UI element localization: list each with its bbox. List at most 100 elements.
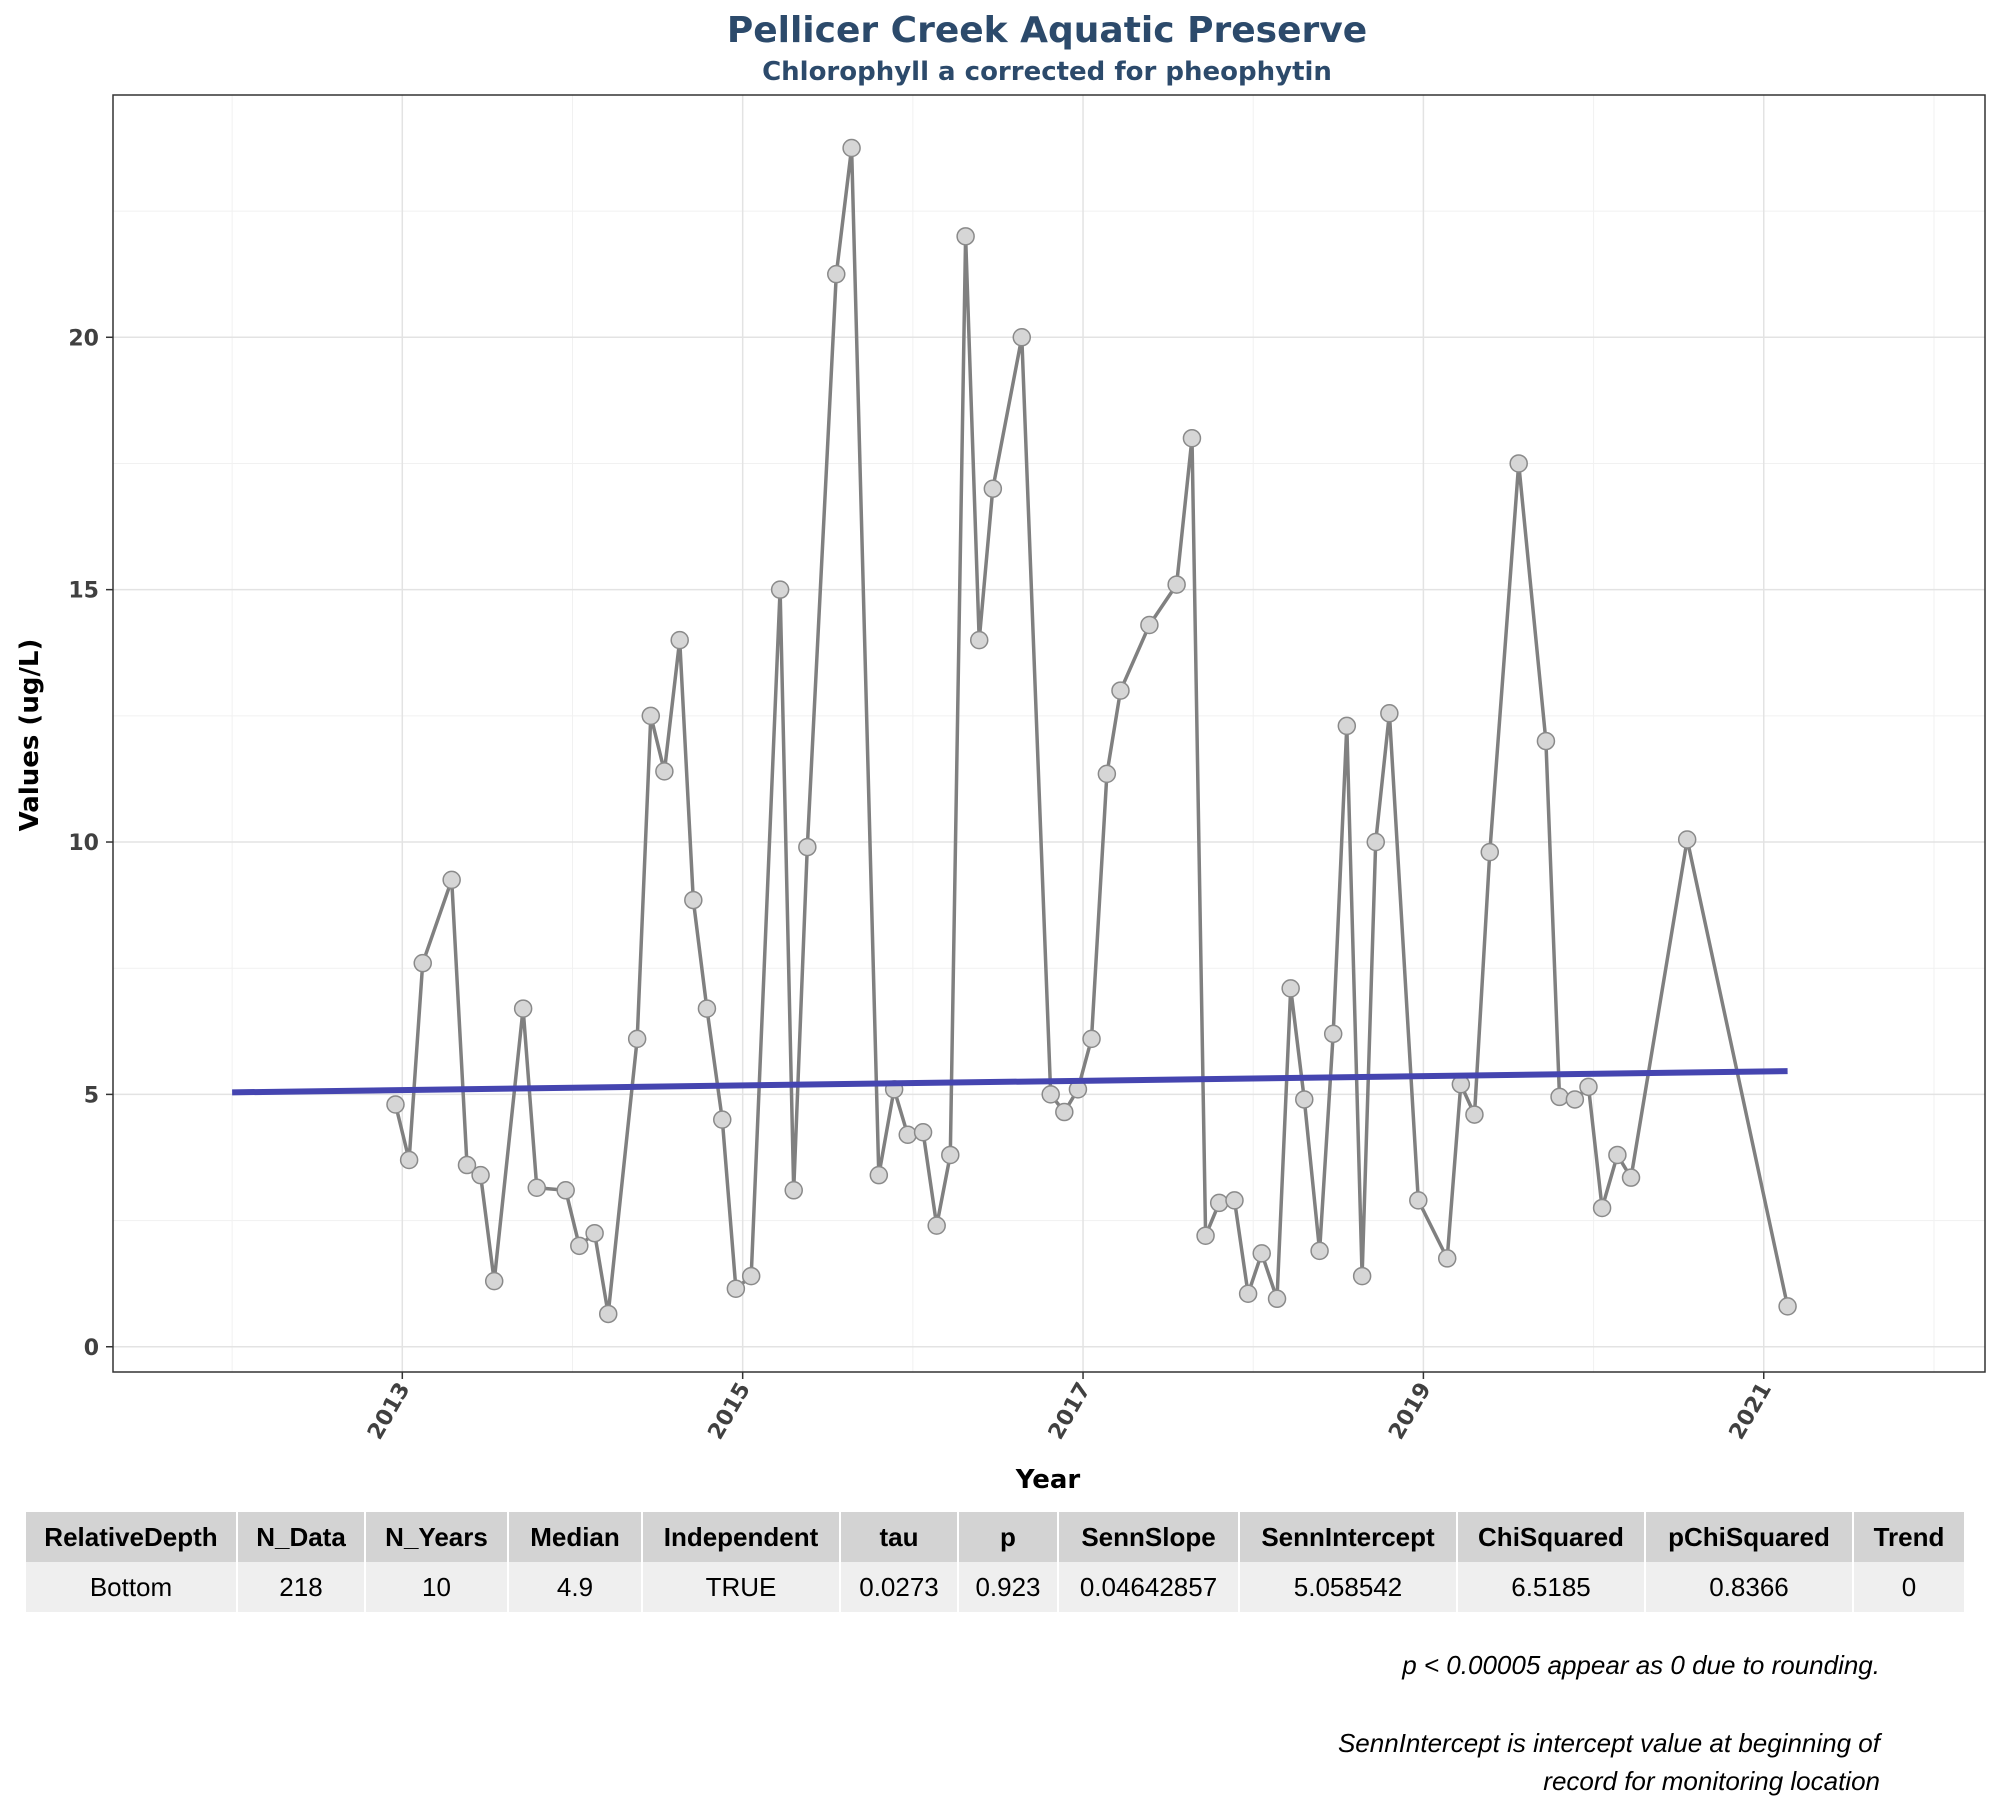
x-axis: 2013 2015 2017 2019 2021 xyxy=(363,1372,1777,1444)
y-axis-title: Values (ug/L) xyxy=(15,639,45,832)
stats-header-row: RelativeDepth N_Data N_Years Median Independ… xyxy=(26,1512,1964,1562)
header-relativedepth: RelativeDepth xyxy=(26,1512,236,1562)
data-point xyxy=(1041,1085,1060,1104)
data-point xyxy=(1225,1191,1244,1210)
data-point xyxy=(827,264,846,284)
data-point xyxy=(842,138,861,158)
cell-p: 0.923 xyxy=(959,1562,1057,1612)
chart: Pellicer Creek Aquatic Preserve Chloroph… xyxy=(15,10,1986,1495)
data-point xyxy=(898,1125,917,1145)
x-tick-label: 2021 xyxy=(1725,1379,1777,1445)
data-point xyxy=(1480,842,1500,862)
cell-median: 4.9 xyxy=(509,1562,641,1612)
y-tick-label: 15 xyxy=(68,579,99,604)
intercept-footnote: SennIntercept is intercept value at begi… xyxy=(1338,1724,1880,1800)
data-point xyxy=(527,1178,547,1198)
y-tick-label: 5 xyxy=(84,1083,99,1108)
data-point xyxy=(598,1304,618,1324)
data-point xyxy=(969,630,989,650)
data-point xyxy=(1323,1024,1343,1044)
stats-data-row: Bottom 218 10 4.9 TRUE 0.0273 0.923 0.04642857 5… xyxy=(26,1562,1964,1612)
data-point xyxy=(927,1216,946,1235)
data-point xyxy=(1437,1249,1457,1268)
data-point xyxy=(1677,830,1697,849)
data-point xyxy=(670,630,689,650)
data-point xyxy=(627,1029,647,1049)
y-tick-label: 0 xyxy=(84,1336,99,1361)
data-point xyxy=(1140,615,1159,635)
x-tick-label: 2017 xyxy=(1044,1379,1096,1445)
data-point xyxy=(1012,328,1032,347)
data-point xyxy=(1295,1090,1314,1109)
trend-layer xyxy=(232,1068,1788,1096)
data-point xyxy=(784,1181,803,1200)
data-point xyxy=(913,1122,933,1142)
header-n_years: N_Years xyxy=(366,1512,507,1562)
header-sennslope: SennSlope xyxy=(1059,1512,1238,1562)
header-independent: Independent xyxy=(643,1512,839,1562)
data-point xyxy=(770,580,790,599)
data-point xyxy=(1337,716,1357,736)
cell-tau: 0.0273 xyxy=(841,1562,957,1612)
data-point xyxy=(1281,979,1300,998)
data-point xyxy=(1409,1191,1428,1210)
data-point xyxy=(798,837,817,857)
data-point xyxy=(1778,1297,1797,1316)
data-point xyxy=(1565,1090,1585,1109)
cell-n_data: 218 xyxy=(238,1562,364,1612)
grid xyxy=(113,95,1985,1372)
data-point xyxy=(983,479,1003,498)
data-point xyxy=(697,999,717,1018)
header-sennintercept: SennIntercept xyxy=(1240,1512,1456,1562)
rounding-footnote: p < 0.00005 appear as 0 due to rounding. xyxy=(1402,1646,1880,1684)
data-point xyxy=(1621,1168,1641,1187)
data-point xyxy=(1238,1284,1258,1304)
cell-independent: TRUE xyxy=(643,1562,839,1612)
data-point xyxy=(869,1165,889,1185)
cell-trend: 0 xyxy=(1854,1562,1964,1612)
data-point xyxy=(713,1110,732,1129)
data-point xyxy=(1167,575,1186,594)
data-point xyxy=(1097,764,1117,784)
data-point xyxy=(513,999,533,1018)
data-point xyxy=(556,1181,575,1200)
data-point xyxy=(1509,454,1528,473)
data-point xyxy=(741,1266,761,1286)
y-tick-label: 20 xyxy=(68,326,99,351)
data-point xyxy=(484,1271,504,1291)
header-median: Median xyxy=(509,1512,641,1562)
data-point xyxy=(1465,1105,1484,1124)
data-point xyxy=(570,1236,589,1256)
header-chisquared: ChiSquared xyxy=(1458,1512,1644,1562)
x-tick-label: 2013 xyxy=(363,1379,415,1445)
series-layer xyxy=(386,138,1797,1324)
stats-table: RelativeDepth N_Data N_Years Median Independ… xyxy=(24,1512,1966,1612)
x-axis-title: Year xyxy=(1015,1465,1081,1495)
data-point xyxy=(1252,1244,1271,1263)
data-point xyxy=(1592,1198,1612,1218)
trend-line xyxy=(232,1068,1788,1096)
data-point xyxy=(1352,1266,1372,1286)
data-point xyxy=(1055,1102,1074,1122)
data-point xyxy=(399,1150,419,1170)
cell-sennintercept: 5.058542 xyxy=(1240,1562,1456,1612)
data-point xyxy=(1550,1087,1569,1107)
cell-relativedepth: Bottom xyxy=(26,1562,236,1612)
data-point xyxy=(655,762,674,781)
x-tick-label: 2015 xyxy=(704,1379,756,1445)
data-point xyxy=(413,953,432,973)
data-point xyxy=(386,1095,405,1114)
plot-frame xyxy=(112,94,1986,1373)
intercept-footnote-line1: SennIntercept is intercept value at begi… xyxy=(1337,1728,1880,1758)
data-point xyxy=(1196,1226,1215,1245)
intercept-footnote-line2: record for monitoring location xyxy=(1543,1766,1880,1796)
data-point xyxy=(1267,1289,1287,1309)
cell-n_years: 10 xyxy=(366,1562,507,1612)
data-point xyxy=(1380,704,1399,723)
header-tau: tau xyxy=(841,1512,957,1562)
data-point xyxy=(684,890,703,910)
data-point xyxy=(726,1279,746,1298)
data-point xyxy=(1209,1193,1229,1213)
header-p: p xyxy=(959,1512,1057,1562)
data-point xyxy=(1579,1077,1598,1097)
